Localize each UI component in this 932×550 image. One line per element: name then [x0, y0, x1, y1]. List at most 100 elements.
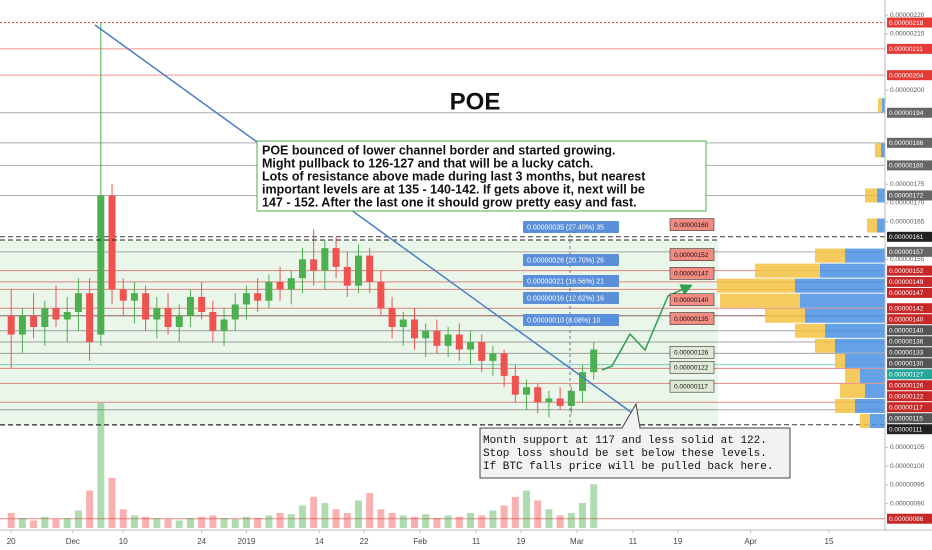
chart-title: POE — [450, 88, 501, 115]
support-line: Month support at 117 and less solid at 1… — [483, 435, 767, 447]
volume-bar — [231, 519, 239, 528]
y-tick-label: 0.00000165 — [890, 218, 925, 225]
level-label: 0.00000211 — [889, 46, 923, 53]
volume-bar — [388, 513, 396, 528]
level-label: 0.00000180 — [889, 163, 924, 170]
level-label: 0.00000111 — [889, 426, 923, 433]
level-tag — [887, 17, 932, 28]
level-tag — [887, 137, 932, 148]
candle-body — [455, 334, 463, 350]
volume-bar — [52, 519, 60, 528]
level-tag — [887, 358, 932, 369]
candle-body — [489, 353, 497, 361]
x-tick-label: 11 — [629, 537, 638, 546]
volume-bar — [343, 513, 351, 528]
profile-buy — [825, 323, 885, 338]
level-label: 0.00000136 — [889, 338, 924, 345]
y-tick-label: 0.00000170 — [890, 200, 925, 207]
volume-bar — [153, 518, 161, 528]
candle-body — [153, 308, 161, 320]
volume — [7, 403, 598, 528]
x-tick-label: 10 — [119, 537, 128, 546]
profile-buy — [877, 218, 885, 233]
measure-box — [523, 254, 619, 266]
x-tick-label: 20 — [7, 537, 16, 546]
level-label: 0.00000086 — [889, 516, 924, 523]
level-label: 0.00000130 — [889, 360, 924, 367]
target-tag — [669, 293, 715, 307]
time-axis — [0, 530, 885, 550]
volume-bar — [545, 509, 553, 528]
y-tick-label: 0.00000100 — [890, 463, 925, 470]
y-tick-label: 0.00000095 — [890, 482, 925, 489]
candle-body — [97, 195, 105, 335]
level-tag — [887, 325, 932, 336]
volume-bar — [377, 509, 385, 528]
candle-body — [231, 304, 239, 320]
candle-body — [343, 266, 351, 286]
x-tick-label: Apr — [744, 537, 757, 546]
candle-body — [265, 281, 273, 301]
profile-buy — [835, 338, 885, 353]
note: POE bounced of lower channel border and … — [256, 140, 707, 212]
level-tag — [887, 391, 932, 402]
profile-buy — [795, 278, 885, 293]
level-label: 0.00000140 — [889, 327, 924, 334]
candle-body — [590, 349, 598, 373]
y-tick-label: 0.00000175 — [890, 181, 925, 188]
candle-body — [388, 308, 396, 328]
level-label: 0.00000115 — [889, 415, 923, 422]
volume-bar — [366, 493, 374, 528]
volume-bar — [467, 513, 475, 528]
candle-body — [567, 390, 575, 406]
profile-sell — [878, 98, 882, 113]
profile-buy — [870, 413, 885, 429]
profile-buy — [820, 263, 885, 278]
level-tag — [887, 190, 932, 201]
candle-body — [254, 293, 262, 301]
note-line: 147 - 152. After the last one it should … — [262, 195, 637, 209]
target-tag — [669, 312, 715, 325]
candle-body — [377, 281, 385, 309]
profile-buy — [877, 188, 885, 203]
level-tag — [887, 160, 932, 171]
volume-bar — [63, 518, 71, 528]
level-label: 0.00000117 — [889, 404, 923, 411]
measurements: 0.00000035 (27.40%) 35 0.00000026 (20.70… — [523, 221, 619, 326]
profile-buy — [881, 143, 885, 158]
level-tag — [887, 303, 932, 314]
candle-body — [175, 315, 183, 328]
profile-sell — [765, 308, 805, 323]
profile-buy — [805, 308, 885, 323]
profile-sell — [815, 338, 835, 353]
profile-buy — [800, 293, 885, 308]
candle-body — [86, 293, 94, 343]
volume-bar — [332, 509, 340, 528]
profile-sell — [845, 368, 860, 383]
volume-bar — [30, 520, 38, 528]
candle-body — [209, 311, 217, 331]
candle-body — [500, 353, 508, 376]
profile-sell — [865, 188, 877, 203]
measure-box — [523, 292, 619, 304]
volume-bar — [209, 515, 217, 528]
level-label: 0.00000172 — [889, 193, 924, 200]
target-label: 0.00000126 — [674, 350, 709, 357]
volume-bar — [287, 514, 295, 528]
profile-sell — [815, 248, 845, 263]
measure-label: 0.00000016 (12.62%) 16 — [527, 295, 604, 302]
level-label: 0.00000204 — [889, 72, 924, 79]
profile-buy — [860, 368, 885, 383]
level-tag — [887, 107, 932, 118]
candle-body — [422, 330, 430, 339]
level-tag — [887, 347, 932, 358]
candle-body — [220, 319, 228, 331]
level-tag — [887, 43, 932, 54]
volume-bar — [7, 513, 15, 528]
level-tag — [887, 314, 932, 325]
candle-body — [52, 308, 60, 320]
volume-bar — [354, 500, 362, 528]
level-label: 0.00000127 — [889, 371, 924, 378]
volume-bar — [567, 513, 575, 528]
profile-sell — [835, 398, 855, 413]
